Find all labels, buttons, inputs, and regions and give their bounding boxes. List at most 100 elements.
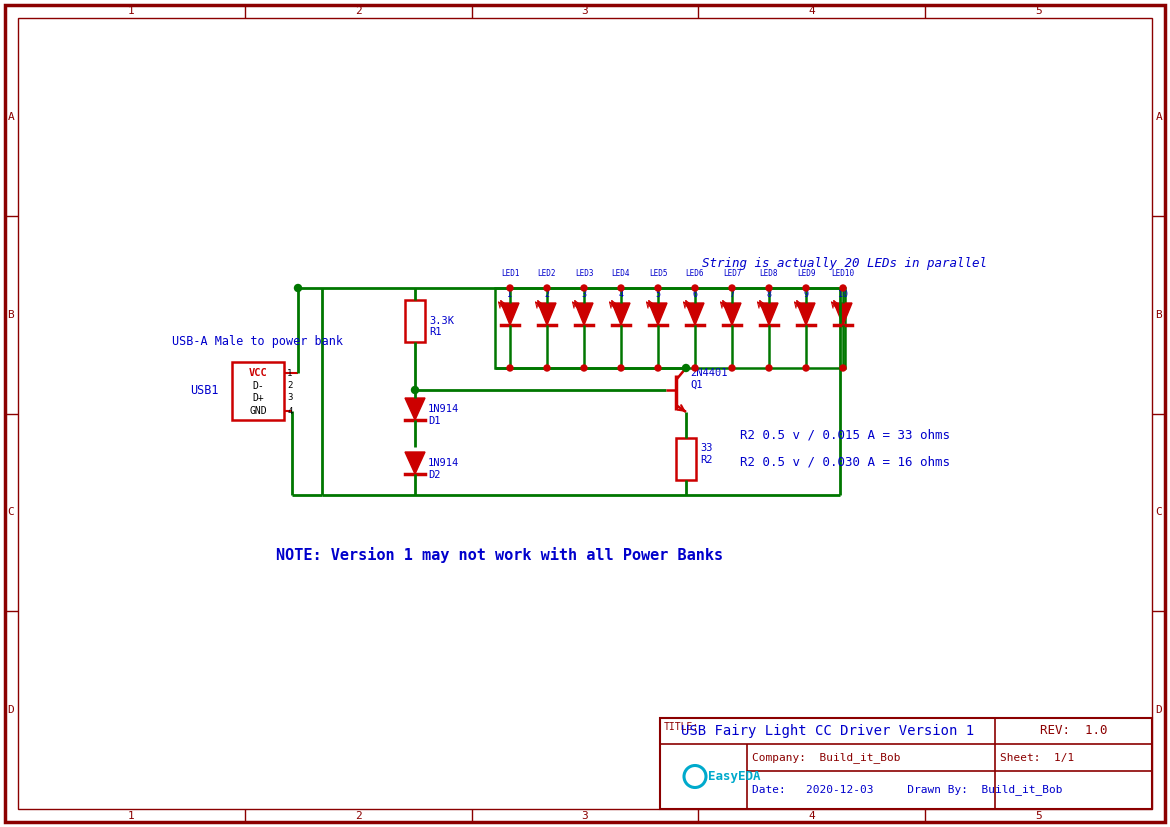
Text: B: B (1156, 309, 1162, 319)
Circle shape (618, 365, 624, 371)
Text: 5: 5 (655, 290, 661, 299)
Polygon shape (405, 398, 425, 420)
Text: D2: D2 (428, 470, 440, 480)
Text: 1N914: 1N914 (428, 458, 460, 468)
Text: D: D (1156, 705, 1162, 715)
Text: USB1: USB1 (190, 385, 219, 398)
Text: R2 0.5 v / 0.030 A = 16 ohms: R2 0.5 v / 0.030 A = 16 ohms (739, 456, 950, 469)
Bar (495, 288, 845, 368)
Circle shape (729, 365, 735, 371)
Polygon shape (760, 303, 778, 325)
Text: GND: GND (249, 406, 267, 416)
Bar (232, 362, 284, 420)
Circle shape (655, 285, 661, 291)
Text: 2N4401: 2N4401 (690, 368, 728, 378)
Text: 1: 1 (287, 369, 292, 377)
Circle shape (544, 365, 550, 371)
Polygon shape (501, 303, 519, 325)
Text: 4: 4 (808, 6, 815, 16)
Text: 2: 2 (355, 6, 362, 16)
Text: LED8: LED8 (759, 269, 778, 278)
Bar (660, 718, 1152, 809)
Text: REV:  1.0: REV: 1.0 (1040, 724, 1107, 738)
Text: Sheet:  1/1: Sheet: 1/1 (1000, 753, 1074, 762)
Polygon shape (797, 303, 815, 325)
Circle shape (618, 285, 624, 291)
Text: 3: 3 (287, 394, 292, 403)
Polygon shape (686, 303, 704, 325)
Text: B: B (8, 309, 14, 319)
Circle shape (803, 285, 808, 291)
Text: C: C (8, 508, 14, 518)
Text: 2: 2 (544, 290, 550, 299)
Polygon shape (538, 303, 556, 325)
Text: LED6: LED6 (686, 269, 704, 278)
Circle shape (840, 365, 846, 371)
Text: 10: 10 (838, 290, 848, 299)
Text: D+: D+ (252, 393, 264, 403)
Text: 9: 9 (804, 290, 808, 299)
Circle shape (766, 285, 772, 291)
Text: 8: 8 (766, 290, 771, 299)
Text: LED2: LED2 (538, 269, 556, 278)
Text: LED3: LED3 (574, 269, 593, 278)
Circle shape (295, 284, 302, 291)
Text: D: D (8, 705, 14, 715)
Circle shape (581, 365, 587, 371)
Text: LED1: LED1 (501, 269, 519, 278)
Text: LED7: LED7 (723, 269, 742, 278)
Text: 4: 4 (619, 290, 624, 299)
Text: LED10: LED10 (832, 269, 854, 278)
Text: 3: 3 (581, 290, 586, 299)
Polygon shape (834, 303, 852, 325)
Circle shape (691, 365, 698, 371)
Text: 33: 33 (700, 443, 713, 453)
Text: 3.3K: 3.3K (429, 316, 454, 326)
Polygon shape (574, 303, 593, 325)
Text: 2: 2 (355, 811, 362, 821)
Text: 2: 2 (287, 381, 292, 390)
Text: 7: 7 (730, 290, 735, 299)
Text: 1: 1 (128, 811, 135, 821)
Text: 4: 4 (287, 407, 292, 415)
Text: 6: 6 (693, 290, 697, 299)
Text: R2: R2 (700, 455, 713, 465)
Text: LED5: LED5 (648, 269, 667, 278)
Text: 1: 1 (508, 290, 512, 299)
Text: D-: D- (252, 381, 264, 391)
Bar (405, 300, 425, 342)
Circle shape (655, 365, 661, 371)
Circle shape (544, 285, 550, 291)
Text: Date:   2020-12-03     Drawn By:  Build_it_Bob: Date: 2020-12-03 Drawn By: Build_it_Bob (752, 785, 1062, 796)
Circle shape (507, 285, 512, 291)
Circle shape (507, 365, 512, 371)
Text: R2 0.5 v / 0.015 A = 33 ohms: R2 0.5 v / 0.015 A = 33 ohms (739, 428, 950, 442)
Polygon shape (612, 303, 629, 325)
Text: A: A (1156, 112, 1162, 122)
Circle shape (729, 285, 735, 291)
Text: String is actually 20 LEDs in parallel: String is actually 20 LEDs in parallel (702, 256, 987, 270)
Text: USB Fairy Light CC Driver Version 1: USB Fairy Light CC Driver Version 1 (681, 724, 975, 738)
Text: Q1: Q1 (690, 380, 702, 390)
Circle shape (682, 365, 689, 371)
Circle shape (691, 285, 698, 291)
Text: LED9: LED9 (797, 269, 815, 278)
Text: C: C (1156, 508, 1162, 518)
Circle shape (412, 386, 419, 394)
Circle shape (581, 285, 587, 291)
Text: R1: R1 (429, 327, 441, 337)
Text: LED4: LED4 (612, 269, 631, 278)
Text: TITLE:: TITLE: (665, 722, 700, 732)
Text: 3: 3 (581, 6, 589, 16)
Text: D1: D1 (428, 416, 440, 426)
Text: Company:  Build_it_Bob: Company: Build_it_Bob (752, 752, 901, 763)
Bar (676, 438, 696, 480)
Circle shape (803, 365, 808, 371)
Text: NOTE: Version 1 may not work with all Power Banks: NOTE: Version 1 may not work with all Po… (276, 547, 723, 563)
Text: 1N914: 1N914 (428, 404, 460, 414)
Circle shape (766, 365, 772, 371)
Text: 1: 1 (128, 6, 135, 16)
Text: 5: 5 (1035, 6, 1042, 16)
Circle shape (840, 285, 846, 291)
Polygon shape (649, 303, 667, 325)
